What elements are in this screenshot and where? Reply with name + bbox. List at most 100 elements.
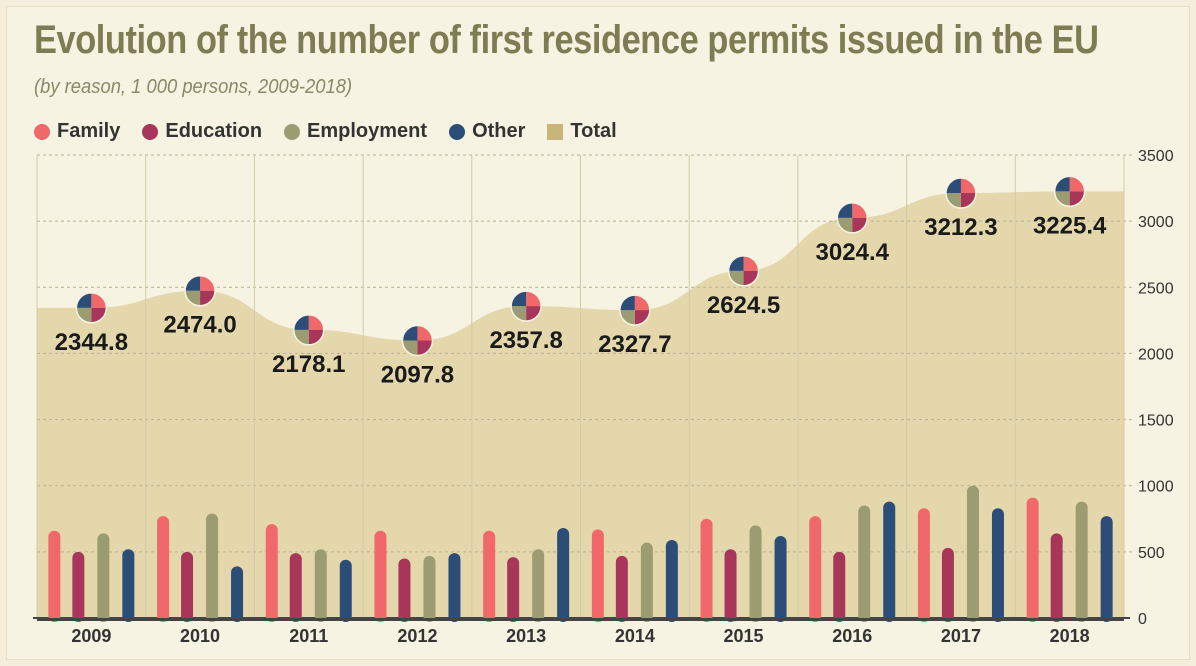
bar-family — [700, 518, 713, 622]
pie-marker — [945, 177, 977, 209]
legend-swatch — [34, 123, 50, 140]
pie-slice — [1069, 191, 1085, 207]
pie-slice — [619, 310, 635, 326]
y-tick-label: 1000 — [1138, 479, 1174, 496]
pie-outline — [836, 202, 868, 234]
pie-slice — [91, 307, 107, 323]
bar-education — [289, 553, 302, 622]
bar-employment — [966, 485, 979, 622]
pie-slice — [293, 314, 309, 330]
pie-marker — [836, 202, 868, 234]
legend-item-total: Total — [547, 120, 617, 143]
bar-other — [448, 553, 461, 622]
pie-slice — [852, 202, 868, 218]
pie-outline — [1053, 175, 1086, 208]
chart-title: Evolution of the number of first residen… — [34, 18, 1099, 62]
pie-outline — [401, 324, 434, 357]
pie-slice — [1069, 176, 1085, 192]
total-value-label: 2344.8 — [55, 329, 128, 356]
pie-slice — [511, 306, 527, 322]
y-tick-label: 2000 — [1138, 346, 1174, 363]
pie-slice — [308, 314, 324, 330]
pie-slice — [960, 193, 976, 209]
bar-education — [724, 549, 737, 622]
total-value-label: 2178.1 — [272, 351, 345, 378]
legend-item-education: Education — [142, 120, 262, 143]
pie-slice — [837, 202, 853, 218]
legend-label: Employment — [307, 120, 428, 142]
bar-other — [991, 508, 1004, 622]
pie-slice — [76, 292, 92, 308]
pie-slice — [526, 306, 542, 322]
pie-slice — [728, 255, 744, 271]
pie-outline — [293, 314, 325, 346]
bar-employment — [314, 549, 327, 622]
pie-outline — [510, 290, 542, 322]
pie-slice — [852, 217, 868, 233]
pie-slice — [402, 340, 418, 356]
bar-education — [181, 551, 194, 622]
pie-slice — [1054, 176, 1070, 192]
x-tick-label: 2016 — [832, 626, 872, 646]
pie-slice — [76, 307, 92, 323]
bar-education — [398, 558, 411, 622]
pie-slice — [308, 329, 324, 345]
x-tick-label: 2015 — [724, 626, 764, 646]
total-value-label: 2624.5 — [707, 292, 780, 319]
bar-family — [591, 529, 604, 622]
total-value-label: 3212.3 — [924, 214, 997, 241]
pie-slice — [417, 325, 433, 341]
pie-outline — [184, 274, 216, 307]
bar-family — [917, 508, 930, 622]
bar-family — [48, 530, 61, 622]
total-value-label: 2474.0 — [163, 312, 236, 339]
pie-slice — [200, 290, 216, 306]
legend-label: Family — [57, 120, 121, 142]
legend-item-employment: Employment — [284, 120, 427, 143]
pie-slice — [634, 295, 650, 311]
bar-education — [941, 547, 954, 622]
pie-marker — [75, 292, 108, 324]
baseline-cover — [37, 618, 1124, 621]
x-tick-label: 2014 — [615, 626, 655, 646]
x-tick-label: 2013 — [506, 626, 546, 646]
pie-outline — [619, 294, 651, 326]
y-tick-label: 3000 — [1138, 214, 1174, 231]
pie-outline — [727, 255, 760, 287]
pie-slice — [945, 193, 961, 209]
pie-slice — [960, 178, 976, 194]
legend-item-family: Family — [34, 120, 120, 143]
bar-employment — [640, 542, 653, 622]
bar-other — [122, 549, 135, 622]
pie-slice — [743, 255, 759, 271]
bar-education — [507, 557, 520, 622]
chart-subtitle: (by reason, 1 000 persons, 2009-2018) — [34, 76, 353, 98]
bar-education — [1050, 533, 1063, 622]
pie-marker — [401, 324, 434, 357]
pie-slice — [185, 275, 201, 291]
pie-slice — [743, 270, 759, 286]
bar-employment — [97, 533, 110, 622]
bar-education — [615, 555, 628, 622]
bar-education — [833, 551, 846, 622]
pie-slice — [91, 292, 107, 308]
legend-label: Total — [570, 120, 617, 142]
pie-slice — [402, 325, 418, 341]
total-value-label: 2327.7 — [598, 331, 671, 358]
pie-slice — [837, 217, 853, 233]
bar-other — [665, 539, 678, 622]
legend-item-other: Other — [449, 120, 525, 143]
total-value-label: 2357.8 — [489, 327, 562, 354]
legend-swatch — [142, 123, 159, 140]
bar-employment — [206, 513, 219, 622]
pie-slice — [417, 340, 433, 356]
pie-marker — [184, 274, 216, 307]
y-tick-label: 500 — [1138, 545, 1165, 562]
legend-label: Other — [472, 120, 526, 142]
total-value-label: 2097.8 — [381, 361, 454, 388]
x-tick-label: 2017 — [941, 626, 981, 646]
pie-marker — [619, 294, 651, 326]
x-tick-label: 2009 — [71, 626, 111, 646]
pie-slice — [511, 291, 527, 307]
